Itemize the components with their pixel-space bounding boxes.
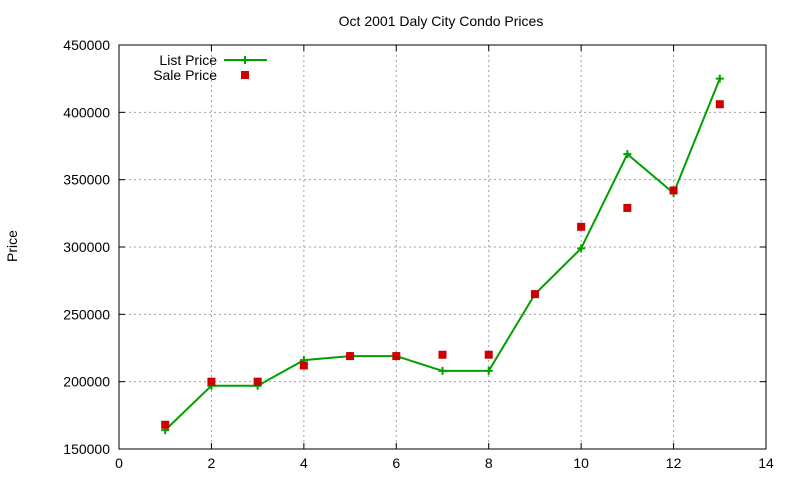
x-tick-label: 8 (485, 455, 493, 471)
y-tick-label: 150000 (63, 441, 110, 457)
y-axis-label: Price (4, 230, 20, 262)
sale-price-point (715, 100, 724, 109)
list-price-point (438, 366, 447, 375)
y-tick-label: 350000 (63, 172, 110, 188)
x-tick-label: 6 (392, 455, 400, 471)
x-tick-label: 12 (666, 455, 682, 471)
sale-price-point (346, 352, 355, 361)
sale-price-point (438, 350, 447, 359)
sale-price-point (577, 222, 586, 231)
x-tick-label: 0 (115, 455, 123, 471)
x-tick-label: 10 (573, 455, 589, 471)
sale-price-point (299, 361, 308, 370)
sale-price-point (207, 377, 216, 386)
y-tick-label: 250000 (63, 306, 110, 322)
list-price-point (623, 150, 632, 159)
y-tick-label: 300000 (63, 239, 110, 255)
sale-price-point (161, 420, 170, 429)
plot-area-border (118, 44, 767, 450)
list-price-point (715, 74, 724, 83)
legend-label-sale-price: Sale Price (153, 67, 217, 83)
x-tick-label: 2 (208, 455, 216, 471)
y-tick-label: 400000 (63, 104, 110, 120)
y-tick-label: 200000 (63, 374, 110, 390)
sale-price-point (669, 186, 678, 195)
legend-swatch-sale-price (241, 71, 249, 79)
list-price-line (164, 78, 721, 431)
list-price-point (484, 366, 493, 375)
sale-price-point (530, 290, 539, 299)
y-tick-label: 450000 (63, 37, 110, 53)
sale-price-point (392, 352, 401, 361)
sale-price-point (253, 377, 262, 386)
sale-price-point (484, 350, 493, 359)
legend-marker-list-price (241, 56, 249, 64)
sale-price-point (623, 203, 632, 212)
list-price-point (577, 244, 586, 253)
x-tick-label: 14 (758, 455, 774, 471)
x-tick-label: 4 (300, 455, 308, 471)
chart-title: Oct 2001 Daly City Condo Prices (339, 13, 544, 29)
legend-label-list-price: List Price (159, 52, 217, 68)
